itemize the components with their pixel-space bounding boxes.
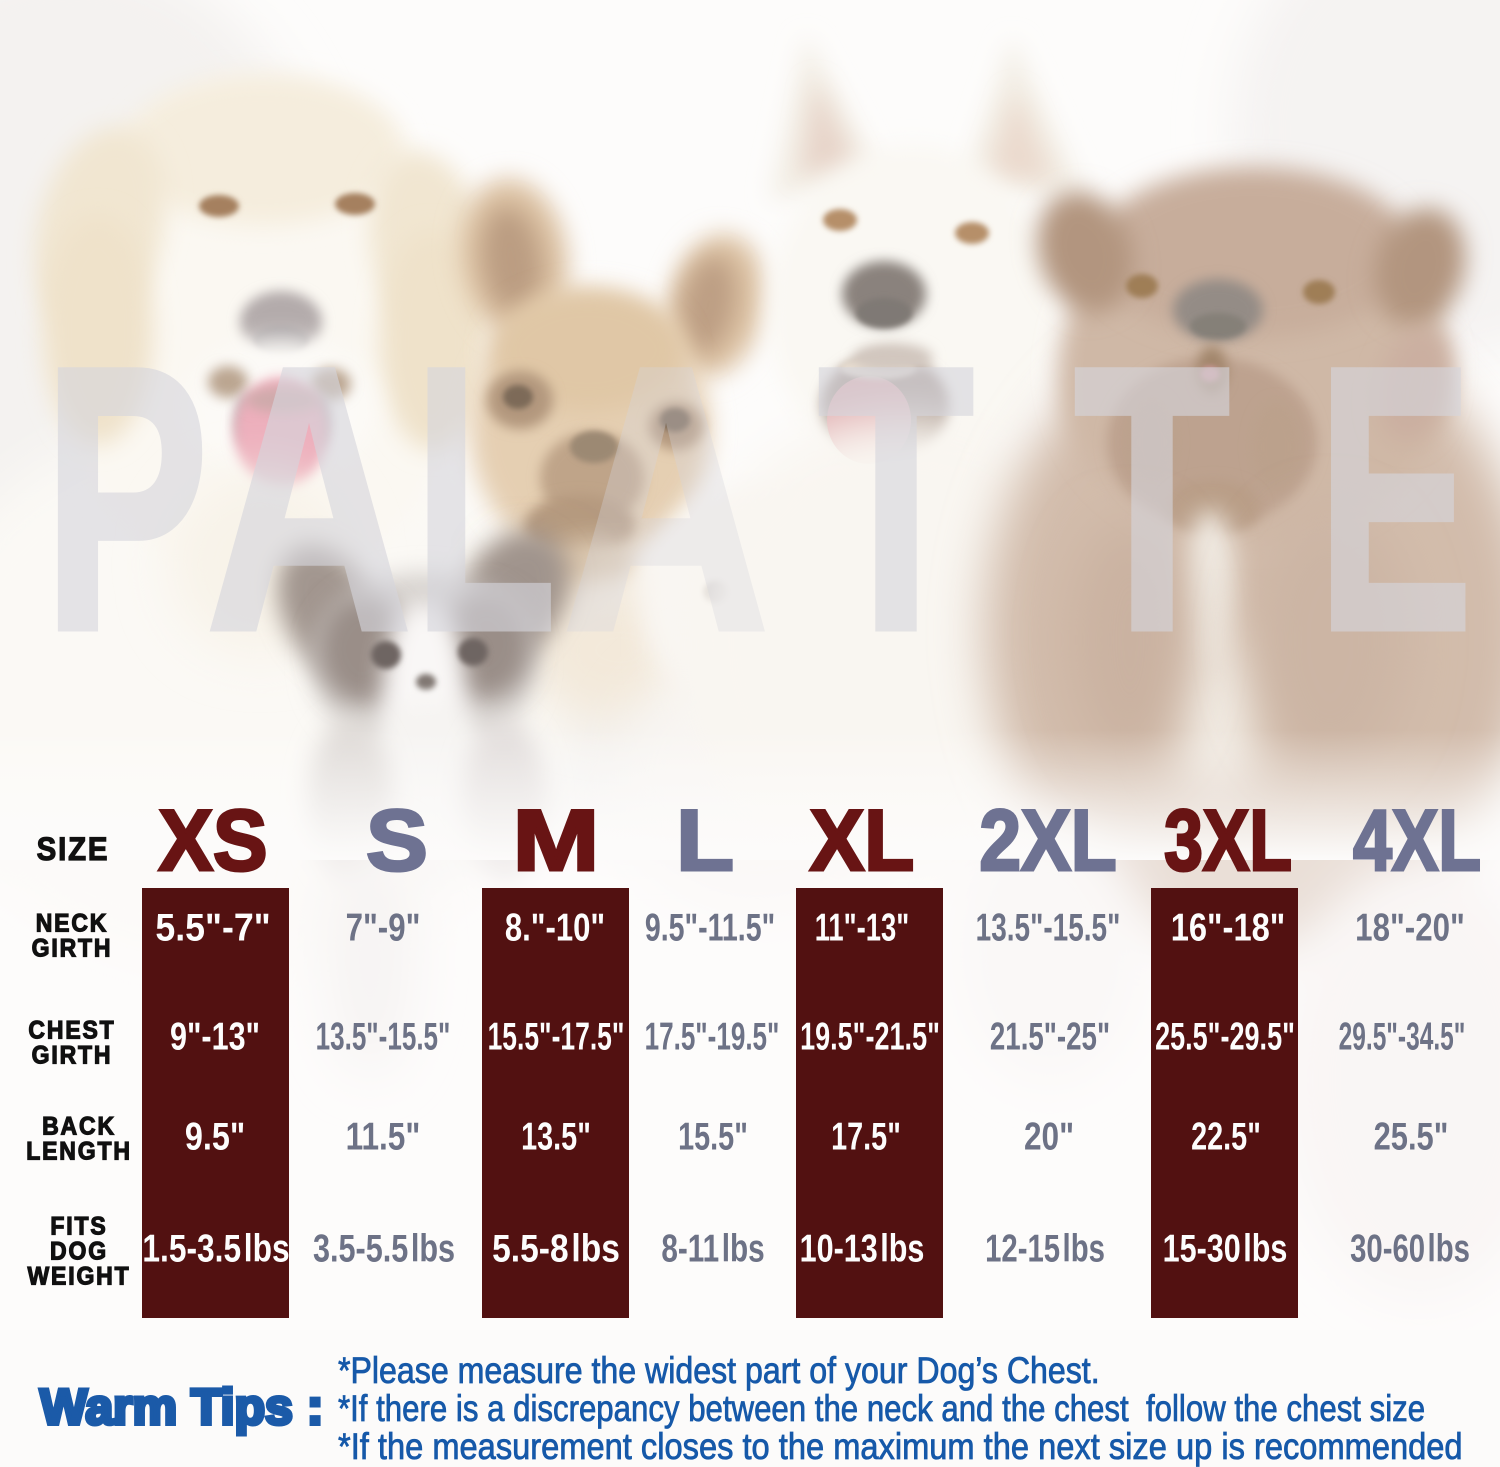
svg-text:P: P: [44, 290, 209, 708]
svg-text:L: L: [414, 289, 556, 707]
svg-text:T: T: [818, 289, 973, 708]
svg-text:T: T: [1074, 289, 1229, 708]
svg-text:E: E: [1318, 289, 1473, 707]
svg-text:A: A: [206, 290, 411, 708]
svg-text:A: A: [563, 290, 768, 708]
